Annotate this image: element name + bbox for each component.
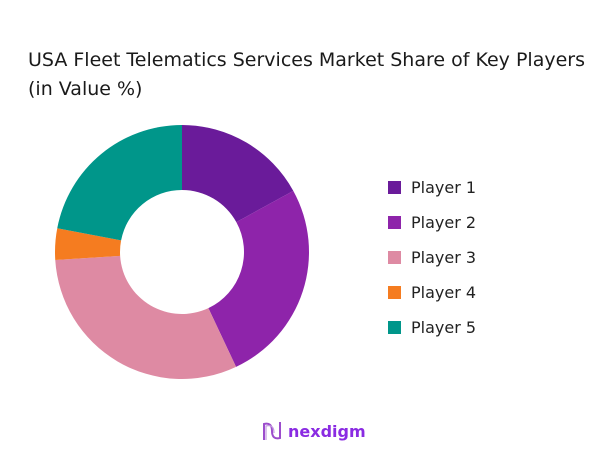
legend-item: Player 3 [388,240,476,275]
nexdigm-logo: nexdigm [262,420,366,442]
legend-swatch [388,286,401,299]
slice-player-1 [182,125,294,223]
legend-item: Player 2 [388,205,476,240]
legend-label: Player 3 [411,248,477,267]
legend-swatch [388,216,401,229]
legend-label: Player 2 [411,213,477,232]
legend-swatch [388,321,401,334]
legend-label: Player 5 [411,318,477,337]
nexdigm-logo-icon [263,422,281,440]
slice-player-2 [208,190,310,367]
legend-item: Player 5 [388,310,476,345]
slice-player-3 [55,255,237,379]
nexdigm-logo-text: nexdigm [288,421,366,441]
slice-player-4 [55,228,122,260]
chart-title: USA Fleet Telematics Services Market Sha… [28,49,585,100]
legend-label: Player 1 [411,178,477,197]
legend-swatch [388,251,401,264]
legend-swatch [388,181,401,194]
legend-label: Player 4 [411,283,477,302]
legend: Player 1 Player 2 Player 3 Player 4 Player 5 [388,170,476,345]
slice-player-5 [57,125,182,241]
legend-item: Player 1 [388,170,476,205]
legend-item: Player 4 [388,275,476,310]
